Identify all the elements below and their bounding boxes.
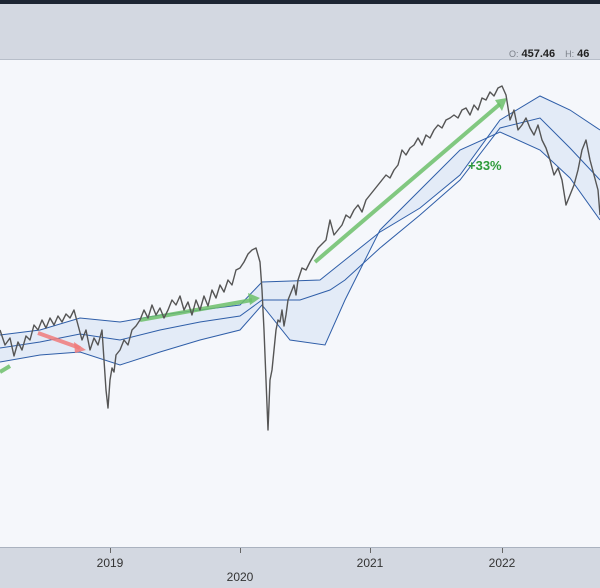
down-trend-arrow <box>37 331 81 350</box>
up-trend-arrow-3 <box>313 102 502 264</box>
x-tick-2020: 2020 <box>226 570 254 584</box>
chart-plot-area[interactable]: +33% <box>0 60 600 547</box>
up-trend-arrow-2 <box>139 298 253 322</box>
up-trend-arrow-1 <box>0 364 12 374</box>
high-key: H: <box>565 49 575 59</box>
chart-header: O: 457.46 H: 46 <box>0 4 600 60</box>
up-trend-arrowhead-3 <box>495 98 507 111</box>
gain-annotation: +33% <box>468 158 502 173</box>
middle-band-line <box>0 117 600 349</box>
ohlc-readout: O: 457.46 H: 46 <box>509 48 599 60</box>
x-axis: 2019 2020 2021 2022 <box>0 547 600 588</box>
price-chart <box>0 85 600 431</box>
up-trend-arrowhead-2 <box>248 293 260 305</box>
tick-mark-2022 <box>502 548 503 553</box>
x-tick-2022: 2022 <box>488 556 516 570</box>
down-trend-arrowhead <box>74 342 86 353</box>
keltner-band-fill <box>0 96 600 365</box>
x-tick-2019: 2019 <box>96 556 124 570</box>
price-line <box>0 85 600 431</box>
window-top-bar <box>0 0 600 4</box>
tick-mark-2019 <box>110 548 111 553</box>
tick-mark-2021 <box>370 548 371 553</box>
open-key: O: <box>509 49 519 59</box>
x-tick-2021: 2021 <box>356 556 384 570</box>
open-value: 457.46 <box>521 48 556 60</box>
lower-band-line <box>0 131 600 366</box>
high-value: 46 <box>577 48 590 60</box>
tick-mark-2020 <box>240 548 241 553</box>
